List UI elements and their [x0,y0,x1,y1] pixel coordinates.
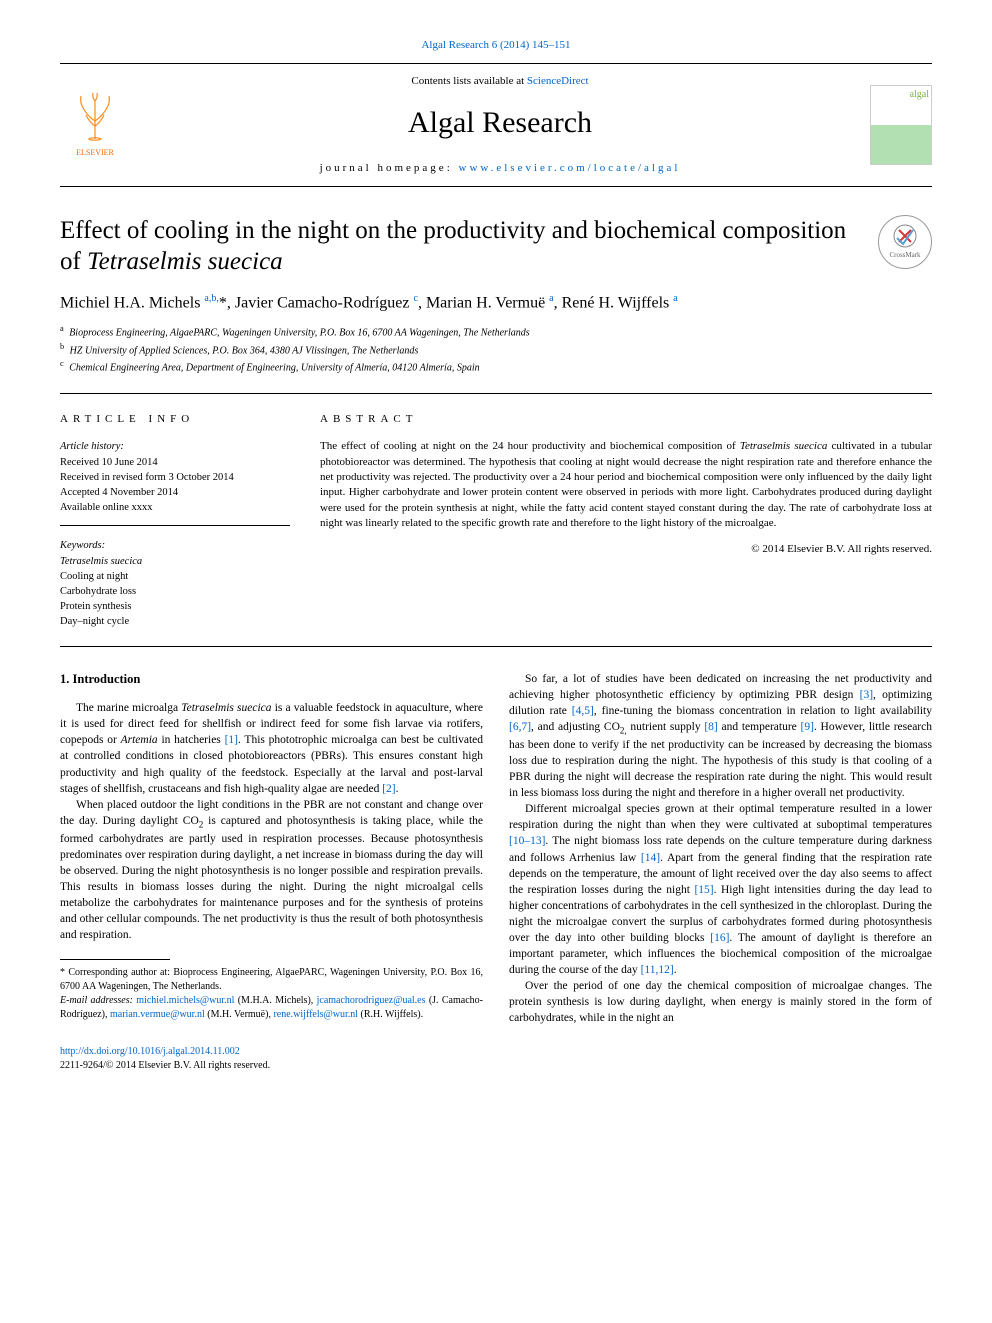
intro-p5: Over the period of one day the chemical … [509,978,932,1026]
citation-link[interactable]: Algal Research 6 (2014) 145–151 [421,39,570,51]
intro-p4: Different microalgal species grown at th… [509,801,932,978]
homepage-link[interactable]: www.elsevier.com/locate/algal [459,162,681,174]
abstract-text: The effect of cooling at night on the 24… [320,439,932,531]
elsevier-logo: ELSEVIER [60,86,130,164]
email-addresses: E-mail addresses: michiel.michels@wur.nl… [60,994,483,1022]
ref-11-12[interactable]: [11,12] [641,964,674,976]
ref-15[interactable]: [15] [694,884,713,896]
ref-3[interactable]: [3] [860,689,873,701]
sciencedirect-link[interactable]: ScienceDirect [527,75,589,87]
intro-p3: So far, a lot of studies have been dedic… [509,671,932,802]
ref-10-13[interactable]: [10–13] [509,835,545,847]
page-footer: http://dx.doi.org/10.1016/j.algal.2014.1… [60,1045,932,1073]
issn-copyright: 2211-9264/© 2014 Elsevier B.V. All right… [60,1059,932,1073]
ref-14[interactable]: [14] [641,852,660,864]
keyword-item: Tetraselmis suecica [60,554,290,569]
footnotes: * Corresponding author at: Bioprocess En… [60,966,483,1022]
article-history: Article history: Received 10 June 2014 R… [60,439,290,526]
body-column-right: So far, a lot of studies have been dedic… [509,671,932,1027]
corresponding-author: * Corresponding author at: Bioprocess En… [60,966,483,994]
journal-name: Algal Research [130,103,870,144]
email-link[interactable]: rene.wijffels@wur.nl [273,1009,358,1020]
email-link[interactable]: jcamachorodriguez@ual.es [317,995,426,1006]
email-link[interactable]: michiel.michels@wur.nl [136,995,234,1006]
abstract-copyright: © 2014 Elsevier B.V. All rights reserved… [320,542,932,557]
affiliations: a Bioprocess Engineering, AlgaePARC, Wag… [60,323,932,375]
doi-link[interactable]: http://dx.doi.org/10.1016/j.algal.2014.1… [60,1046,240,1057]
authors-line: Michiel H.A. Michels a,b,*, Javier Camac… [60,292,932,314]
article-title: Effect of cooling in the night on the pr… [60,215,858,278]
keyword-item: Cooling at night [60,569,290,584]
ref-9[interactable]: [9] [801,721,814,733]
email-link[interactable]: marian.vermue@wur.nl [110,1009,205,1020]
ref-1[interactable]: [1] [225,734,238,746]
ref-8[interactable]: [8] [704,721,717,733]
citation-line: Algal Research 6 (2014) 145–151 [60,38,932,53]
keyword-item: Day–night cycle [60,614,290,629]
ref-6-7[interactable]: [6,7] [509,721,531,733]
journal-cover-thumb: algal [870,85,932,165]
crossmark-icon [893,224,917,251]
abstract-label: abstract [320,412,932,427]
homepage-line: journal homepage: www.elsevier.com/locat… [130,161,870,176]
journal-header: ELSEVIER Contents lists available at Sci… [60,63,932,187]
keywords: Keywords: Tetraselmis suecicaCooling at … [60,538,290,629]
crossmark-badge[interactable]: CrossMark [878,215,932,269]
ref-2[interactable]: [2] [382,783,395,795]
intro-heading: 1. Introduction [60,671,483,689]
keyword-item: Carbohydrate loss [60,584,290,599]
keyword-item: Protein synthesis [60,599,290,614]
elsevier-tree-icon [72,91,118,148]
intro-p2: When placed outdoor the light conditions… [60,797,483,944]
ref-4-5[interactable]: [4,5] [572,705,594,717]
elsevier-label: ELSEVIER [76,148,114,159]
intro-p1: The marine microalga Tetraselmis suecica… [60,700,483,797]
ref-16[interactable]: [16] [710,932,729,944]
article-info-label: article info [60,412,290,427]
contents-line: Contents lists available at ScienceDirec… [130,74,870,89]
body-column-left: 1. Introduction The marine microalga Tet… [60,671,483,1027]
